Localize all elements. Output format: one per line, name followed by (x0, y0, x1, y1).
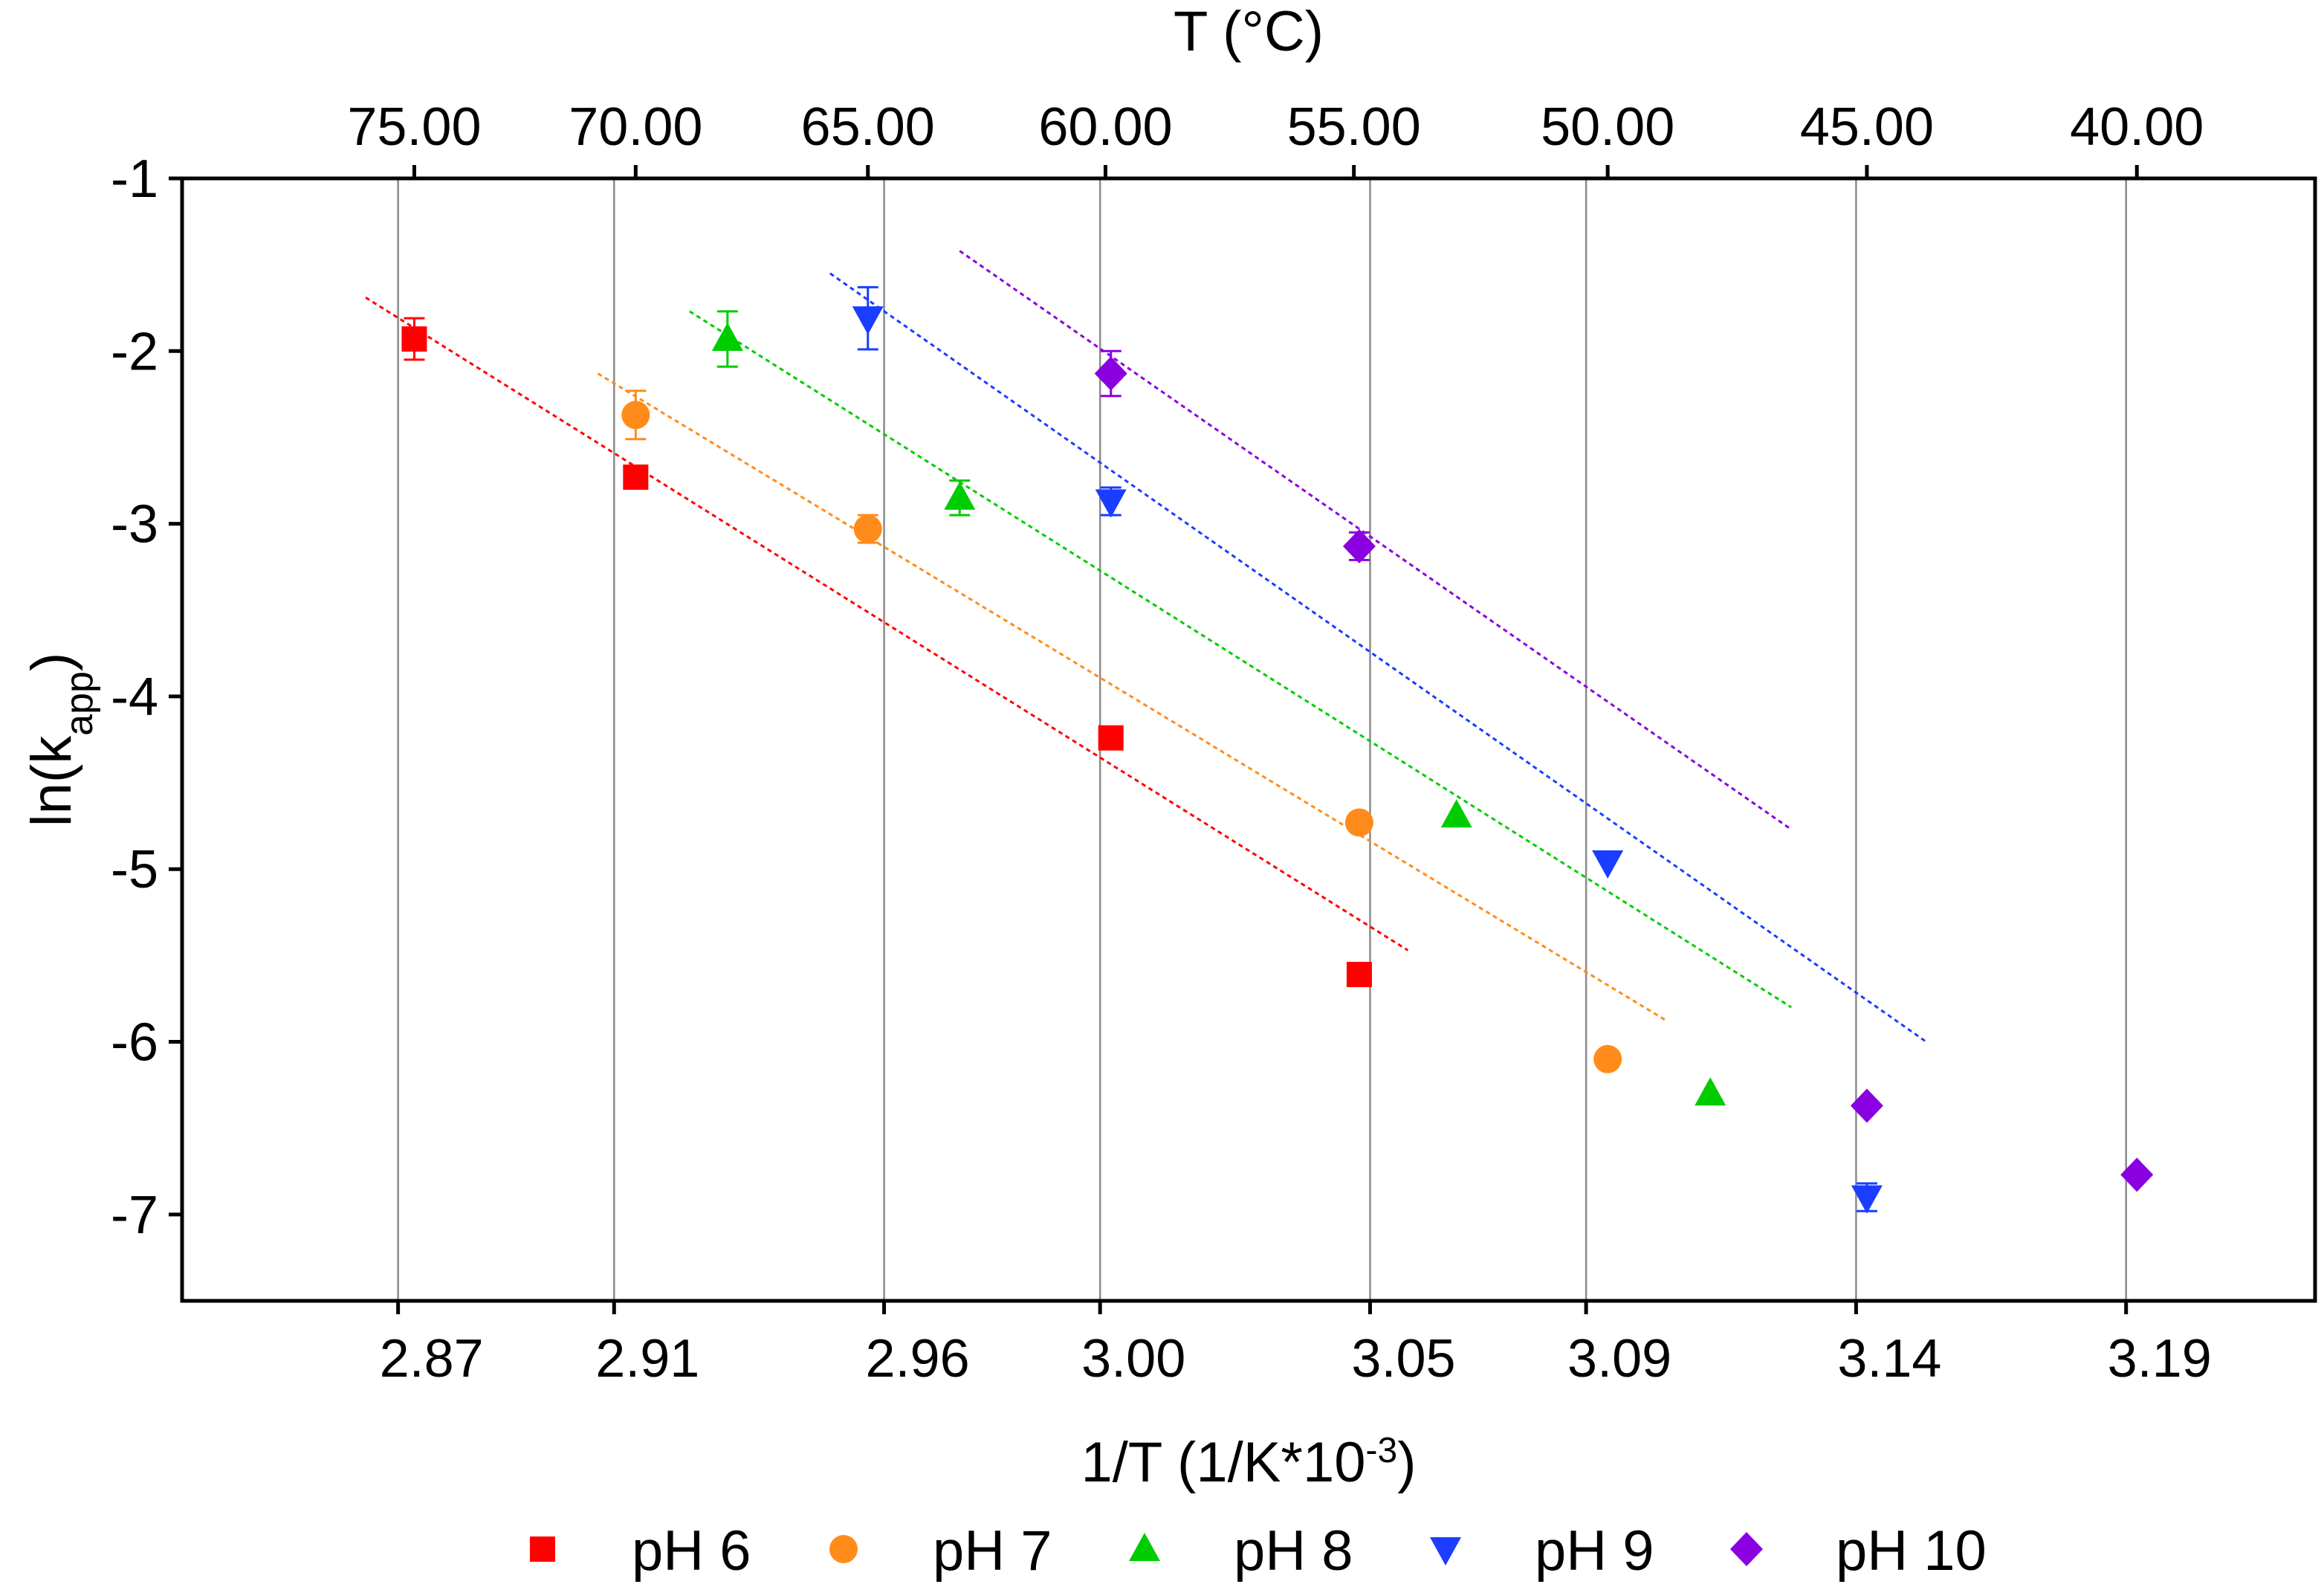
legend-label-ph-8: pH 8 (1234, 1519, 1353, 1583)
x-tick-label: 3.05 (1351, 1329, 1455, 1389)
point-ph-9 (1851, 1185, 1883, 1214)
grid-lines (397, 178, 2127, 1301)
point-ph-10 (2120, 1157, 2154, 1192)
data-points (401, 306, 2154, 1214)
top-tick-label: 55.00 (1287, 97, 1421, 157)
x-axis-title-sup: -3 (1366, 1431, 1398, 1470)
x-axis-title-close: ) (1397, 1431, 1416, 1494)
fit-line-ph-6 (365, 297, 1409, 951)
fit-line-ph-7 (597, 372, 1668, 1022)
legend-marker-ph-8 (1129, 1533, 1160, 1561)
top-tick-label: 60.00 (1038, 97, 1172, 157)
error-bars (404, 285, 1877, 1212)
y-axis-title: ln(kapp) (20, 653, 101, 827)
point-ph-6 (1098, 725, 1124, 751)
point-ph-8 (1695, 1077, 1726, 1106)
point-ph-10 (1850, 1088, 1883, 1123)
y-tick-label: -5 (111, 840, 158, 899)
top-tick-label: 50.00 (1541, 97, 1674, 157)
y-tick-label: -2 (111, 322, 158, 381)
x-tick-label: 2.87 (380, 1329, 484, 1389)
point-ph-8 (711, 323, 743, 352)
y-tick-label: -1 (111, 149, 158, 209)
y-axis-title-sub: app (58, 671, 101, 736)
plot-frame (180, 176, 2317, 1303)
fit-line-ph-10 (959, 250, 1793, 831)
top-tick-label: 65.00 (801, 97, 935, 157)
point-ph-7 (853, 514, 882, 543)
point-ph-9 (852, 306, 884, 335)
point-ph-7 (621, 401, 650, 430)
point-ph-9 (1592, 850, 1624, 879)
point-ph-6 (1346, 961, 1372, 987)
axes (180, 176, 2317, 1303)
top-tick-label: 70.00 (569, 97, 702, 157)
top-axis-title: T (°C) (1174, 0, 1324, 63)
point-ph-7 (1593, 1044, 1622, 1073)
point-ph-7 (1344, 808, 1373, 837)
top-tick-label: 45.00 (1800, 97, 1934, 157)
top-tick-label: 40.00 (2070, 97, 2204, 157)
point-ph-10 (1094, 356, 1127, 391)
x-tick-label: 3.09 (1567, 1329, 1671, 1389)
x-tick-label: 3.14 (1837, 1329, 1941, 1389)
legend: pH 6 pH 7 pH 8 pH 9 pH 10 (530, 1519, 1987, 1583)
legend-label-ph-9: pH 9 (1535, 1519, 1654, 1583)
legend-marker-ph-9 (1430, 1537, 1461, 1565)
x-axis-title: 1/T (1/K*10-3) (1081, 1431, 1416, 1495)
point-ph-6 (401, 326, 427, 352)
legend-label-ph-10: pH 10 (1836, 1519, 1987, 1583)
point-ph-10 (1342, 529, 1376, 563)
y-tick-label: -4 (111, 668, 158, 727)
y-axis-title-main: ln(k (20, 735, 83, 827)
y-axis-ticks: -1 -2 -3 -4 -5 -6 -7 (111, 149, 182, 1245)
legend-label-ph-6: pH 6 (632, 1519, 751, 1583)
legend-marker-ph-6 (530, 1536, 555, 1562)
fit-lines (365, 250, 1927, 1043)
x-tick-label: 2.96 (865, 1329, 969, 1389)
x-tick-label: 2.91 (595, 1329, 699, 1389)
y-tick-label: -3 (111, 495, 158, 555)
y-tick-label: -7 (111, 1186, 158, 1245)
legend-marker-ph-10 (1730, 1532, 1763, 1566)
x-axis-ticks: 2.87 2.91 2.96 3.00 3.05 3.09 3.14 3.19 (380, 1301, 2212, 1389)
legend-label-ph-7: pH 7 (933, 1519, 1052, 1583)
legend-marker-ph-7 (829, 1535, 858, 1563)
x-tick-label: 3.19 (2108, 1329, 2212, 1389)
point-ph-6 (623, 464, 649, 490)
fit-line-ph-8 (689, 310, 1793, 1009)
point-ph-8 (1440, 799, 1472, 828)
fit-line-ph-9 (829, 272, 1927, 1043)
point-ph-9 (1095, 489, 1127, 518)
top-axis-ticks: 75.00 70.00 65.00 60.00 55.00 50.00 45.00 40.00 (347, 97, 2204, 178)
point-ph-8 (944, 481, 976, 510)
x-axis-title-main: 1/T (1/K*10 (1081, 1431, 1365, 1494)
y-tick-label: -6 (111, 1013, 158, 1073)
y-axis-title-close: ) (20, 653, 83, 671)
x-tick-label: 3.00 (1081, 1329, 1185, 1389)
top-tick-label: 75.00 (347, 97, 481, 157)
